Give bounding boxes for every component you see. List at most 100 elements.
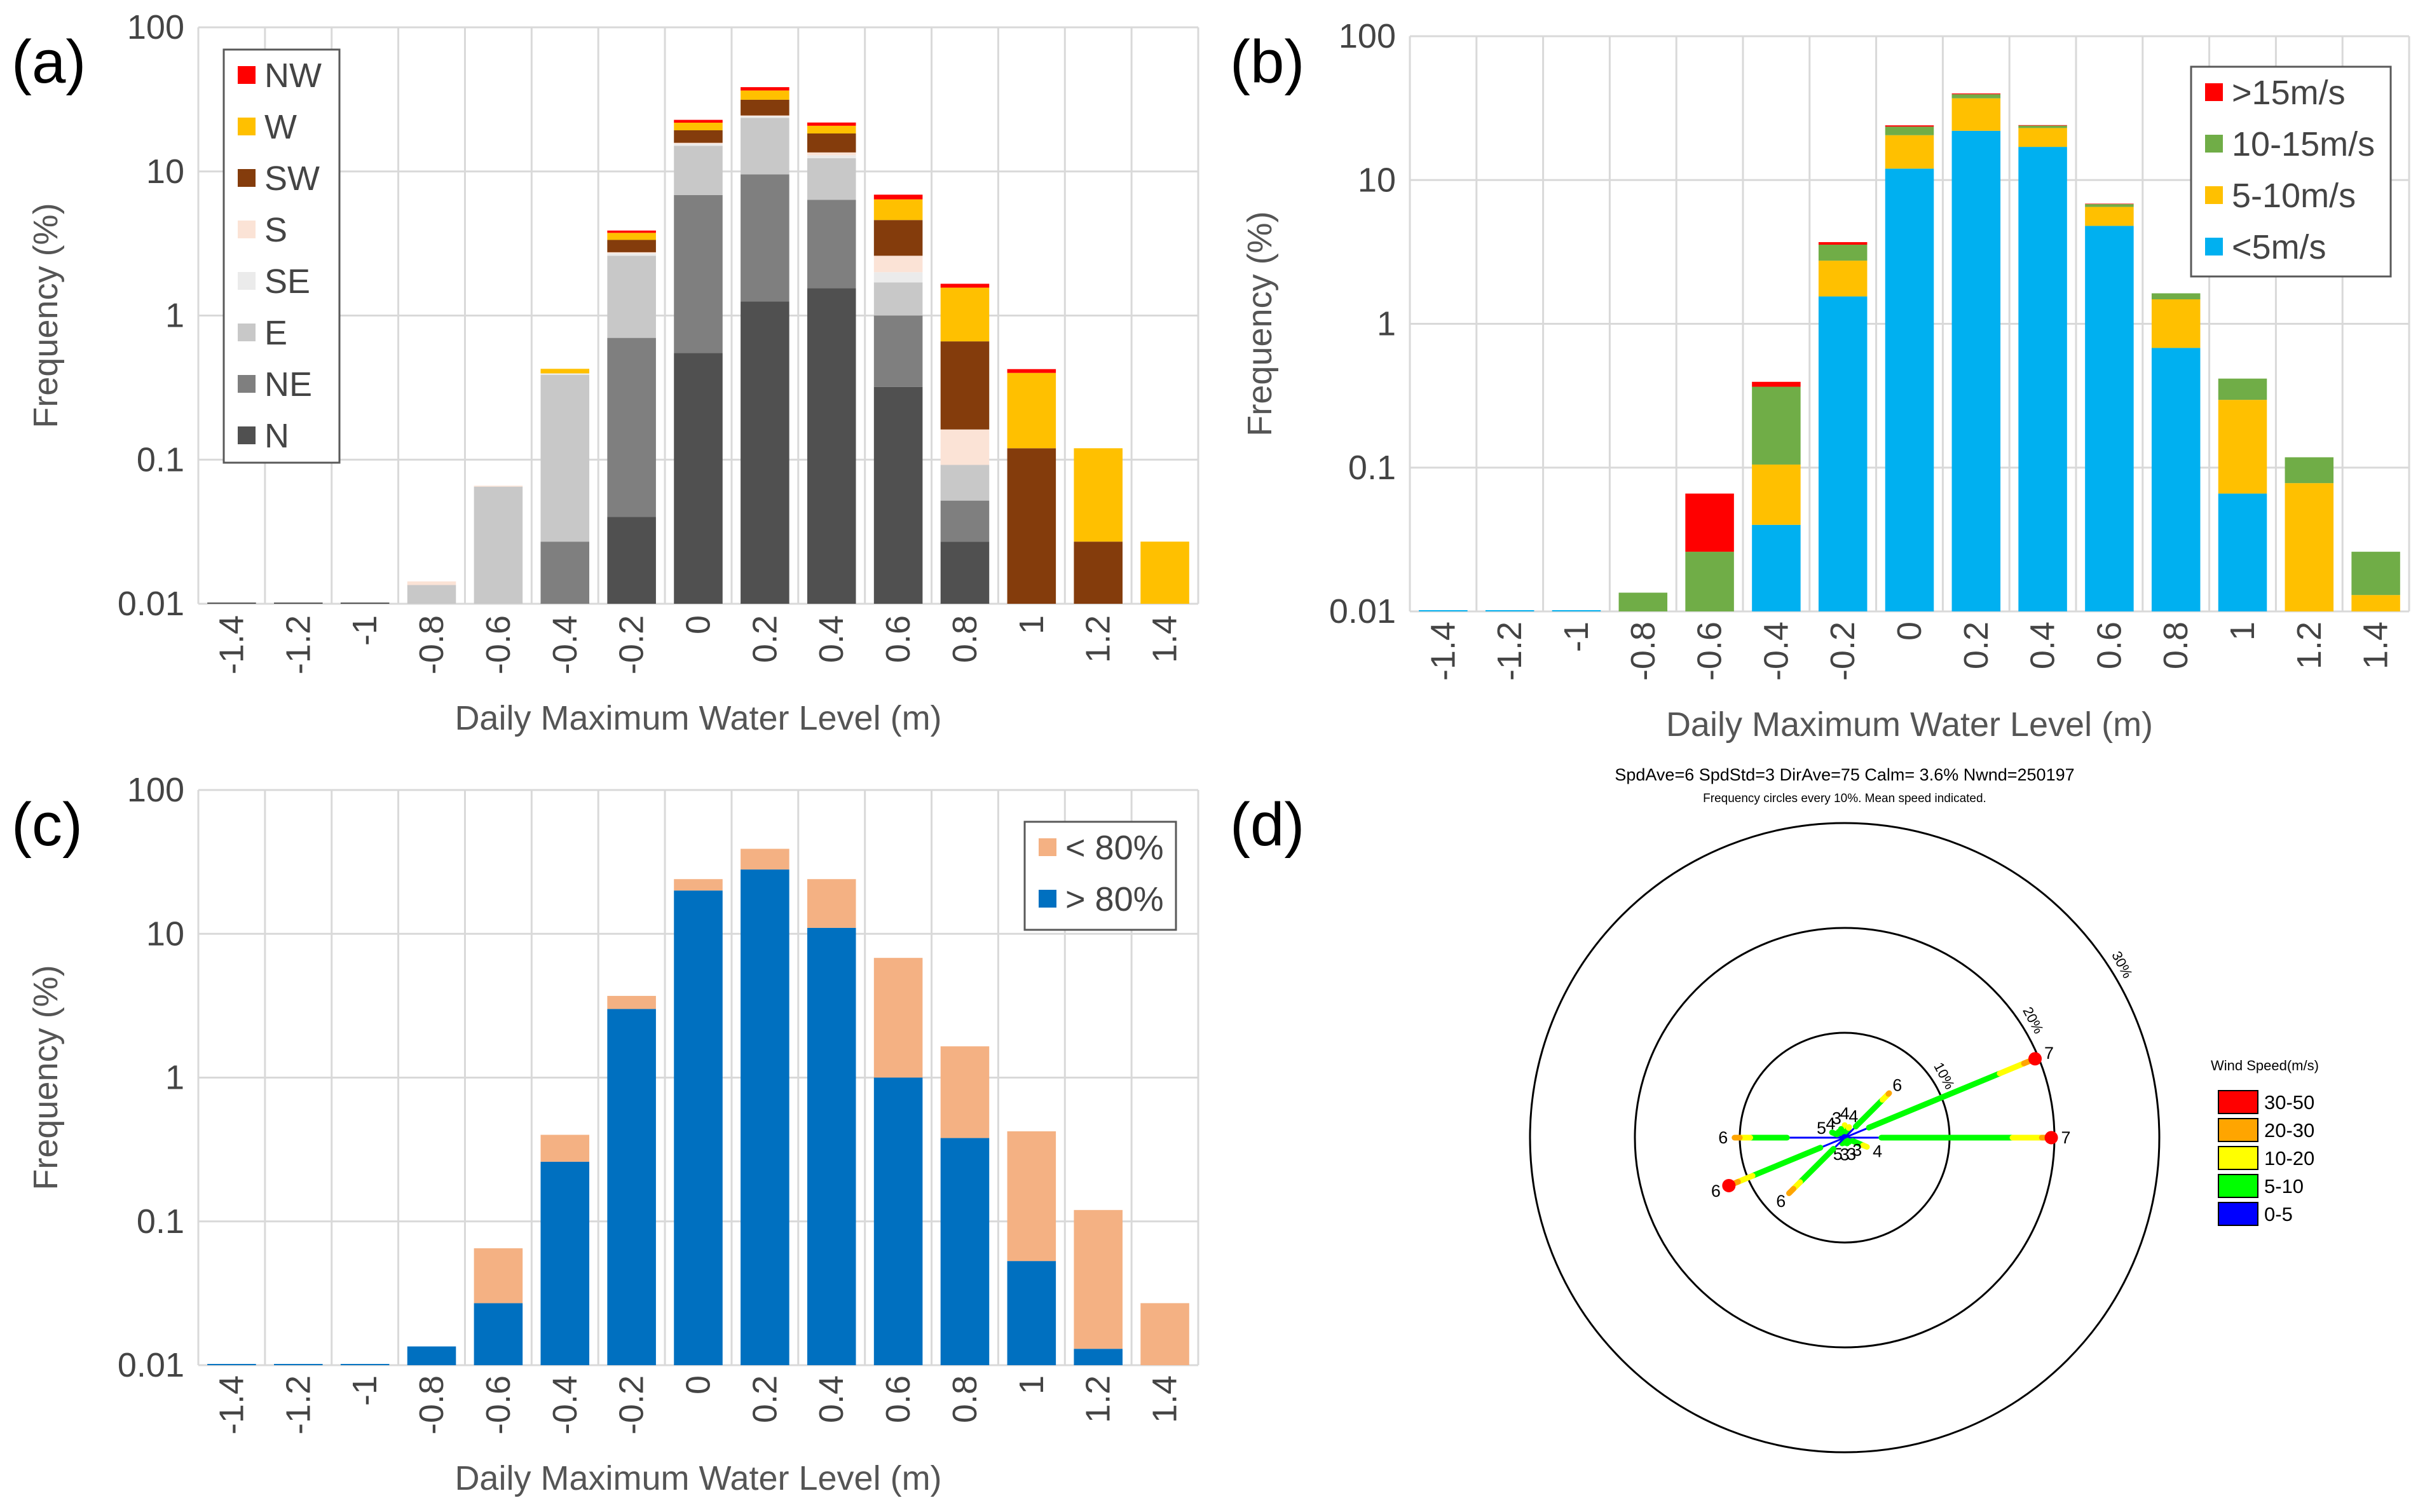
bar-segment [1685, 493, 1734, 552]
bar-segment [674, 195, 723, 353]
bar-segment [940, 1138, 990, 1365]
spoke-dot [2028, 1052, 2042, 1066]
spoke-dot [2044, 1131, 2058, 1145]
bar-segment [474, 486, 523, 487]
bar-segment [340, 1364, 390, 1365]
bar-segment [2151, 299, 2201, 348]
spoke-mean-label: 6 [1718, 1128, 1728, 1147]
bar-segment [2151, 293, 2201, 299]
wind-legend-label: 5-10 [2264, 1175, 2304, 1197]
bar-segment [1885, 135, 1934, 169]
bar-segment [807, 122, 856, 126]
x-axis-title: Daily Maximum Water Level (m) [454, 1459, 941, 1497]
bar-segment [540, 373, 590, 375]
y-tick-label: 100 [127, 8, 184, 46]
bar-segment [940, 341, 990, 430]
bar-segment [474, 486, 523, 604]
wind-legend-label: 10-20 [2264, 1147, 2314, 1169]
bar-segment [1074, 1349, 1123, 1365]
bar-segment [1685, 552, 1734, 611]
bar-segment [807, 152, 856, 156]
spoke-segment [1786, 1186, 1796, 1197]
bar-segment [2351, 552, 2400, 596]
bar-segment [873, 220, 923, 256]
bar-segment [1818, 261, 1868, 297]
bar-segment [1885, 126, 1934, 135]
bar-segment [1951, 98, 2001, 131]
bar-segment [674, 146, 723, 196]
bar-segment [540, 369, 590, 374]
wind-legend-swatch [2218, 1090, 2258, 1114]
x-tick-label: -0.2 [613, 615, 651, 674]
bar-segment [2218, 493, 2267, 611]
bar-segment [1419, 610, 1468, 611]
panel-label-b: (b) [1230, 28, 1304, 96]
bar-segment [407, 585, 456, 604]
bar-segment [540, 541, 590, 604]
legend-swatch [238, 118, 256, 135]
y-tick-label: 0.01 [118, 585, 184, 623]
wind-rose-subtitle: Frequency circles every 10%. Mean speed … [1703, 792, 1986, 805]
legend-label: 5-10m/s [2232, 177, 2356, 215]
bar-segment [607, 255, 656, 338]
x-tick-label: -0.2 [613, 1375, 651, 1434]
x-tick-label: 1 [1013, 615, 1051, 634]
spoke-mean-label: 5 [1817, 1119, 1826, 1138]
bar-segment [1618, 592, 1668, 611]
bar-segment [807, 927, 856, 1365]
y-tick-label: 1 [165, 1059, 184, 1097]
spoke-segment [1839, 1138, 1847, 1147]
bar-segment [2018, 128, 2067, 147]
bar-segment [607, 233, 656, 240]
x-tick-label: 0.4 [2024, 622, 2062, 669]
wind-legend-label: 20-30 [2264, 1119, 2314, 1141]
y-tick-label: 100 [127, 771, 184, 809]
legend-label: SE [264, 262, 310, 301]
spoke-dot [1722, 1178, 1736, 1192]
legend-label: NE [264, 365, 312, 404]
x-tick-label: -0.6 [1691, 622, 1729, 681]
bar-segment [940, 283, 990, 288]
bar-segment [2218, 378, 2267, 400]
bar-segment [940, 429, 990, 465]
spoke-mean-label: 4 [1840, 1104, 1849, 1123]
x-tick-label: -1.2 [279, 615, 317, 674]
x-tick-label: -1 [346, 615, 384, 646]
bar-segment [407, 1346, 456, 1365]
x-tick-label: -1.2 [1491, 622, 1529, 681]
bar-segment [607, 517, 656, 604]
bar-segment [873, 958, 923, 1078]
wind-legend-label: 30-50 [2264, 1091, 2314, 1114]
x-tick-label: -0.6 [479, 615, 517, 674]
bar-segment [607, 337, 656, 517]
bar-segment [2018, 125, 2067, 128]
x-tick-label: 0.6 [2090, 622, 2128, 669]
bar-segment [873, 194, 923, 200]
bar-segment [1885, 125, 1934, 127]
bar-segment [2151, 348, 2201, 611]
legend-label: < 80% [1065, 829, 1164, 867]
y-tick-label: 0.01 [118, 1346, 184, 1384]
bar-segment [607, 230, 656, 233]
bar-segment [1007, 372, 1056, 449]
legend-swatch [238, 169, 256, 187]
bar-segment [741, 116, 789, 118]
spoke-mean-label: 3 [1852, 1141, 1862, 1160]
bar-segment [1818, 245, 1868, 261]
bar-segment [340, 603, 390, 604]
x-tick-label: -0.2 [1824, 622, 1862, 681]
bar-segment [741, 869, 789, 1365]
panel-label-c: (c) [11, 791, 83, 859]
bar-segment [474, 1248, 523, 1304]
bar-segment [674, 353, 723, 604]
legend-swatch [1039, 838, 1056, 856]
bar-segment [807, 155, 856, 158]
bar-segment [1752, 381, 1801, 387]
x-tick-label: -0.4 [1757, 622, 1795, 681]
y-tick-label: 10 [1358, 161, 1396, 199]
bar-segment [607, 240, 656, 252]
x-tick-label: 1.4 [2357, 622, 2395, 669]
spoke-segment [1860, 1142, 1870, 1150]
